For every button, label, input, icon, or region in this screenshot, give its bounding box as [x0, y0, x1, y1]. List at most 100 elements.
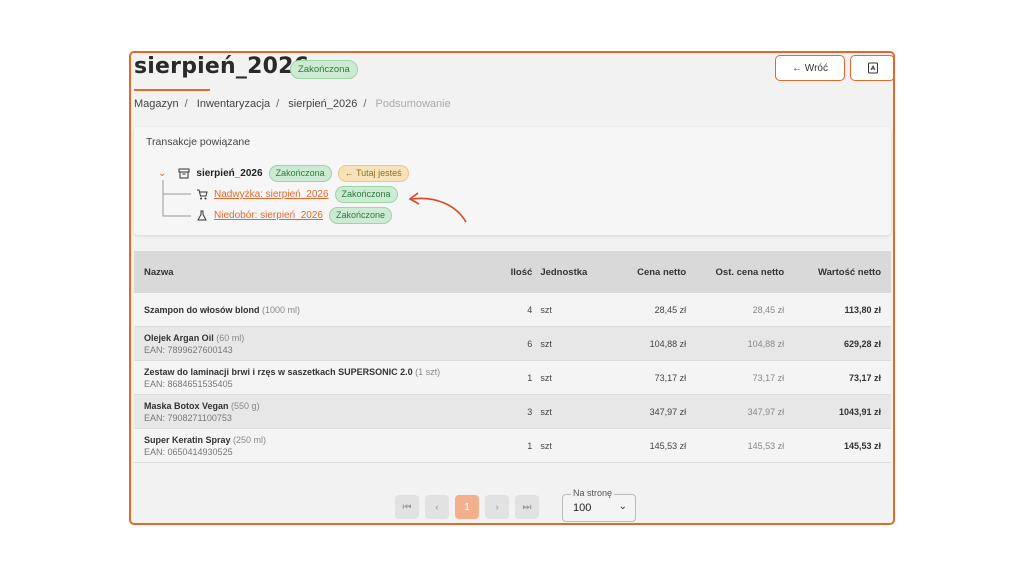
- cell-unit: szt: [534, 394, 608, 429]
- cell-qty: 4: [510, 293, 535, 327]
- cell-value: 73,17 zł: [794, 360, 891, 395]
- breadcrumb-item-period[interactable]: sierpień_2026: [288, 98, 358, 110]
- cell-qty: 1: [510, 428, 535, 463]
- product-name: Maska Botox Vegan: [144, 400, 229, 411]
- tree-child-row-surplus: Nadwyżka: sierpień_2026 Zakończona: [196, 186, 398, 203]
- tree-root-row: ⌄ sierpień_2026 Zakończona ← Tutaj jeste…: [158, 165, 409, 182]
- cell-last-price: 347,97 zł: [696, 394, 795, 429]
- breadcrumb-item-current: Podsumowanie: [375, 98, 451, 110]
- cell-qty: 1: [510, 360, 535, 395]
- surplus-transaction-link[interactable]: Nadwyżka: sierpień_2026: [214, 189, 329, 200]
- page-title: sierpień_2026: [134, 54, 310, 79]
- pdf-icon: [867, 62, 878, 74]
- cell-price: 73,17 zł: [607, 360, 697, 395]
- cell-name: Olejek Argan Oil (60 ml) EAN: 78996276001…: [134, 326, 511, 361]
- per-page-label: Na stronę: [571, 488, 615, 498]
- cell-unit: szt: [534, 293, 608, 327]
- archive-icon: [178, 168, 190, 179]
- table-row[interactable]: Zestaw do laminacji brwi i rzęs w saszet…: [134, 360, 891, 395]
- next-page-button[interactable]: ›: [485, 495, 509, 519]
- shortage-transaction-link[interactable]: Niedobór: sierpień_2026: [214, 210, 323, 221]
- tree-root-name: sierpień_2026: [196, 168, 263, 179]
- product-size: (1 szt): [415, 366, 441, 377]
- per-page-select[interactable]: Na stronę 100 ⌄: [562, 488, 636, 522]
- cell-qty: 3: [510, 394, 535, 429]
- col-header-value[interactable]: Wartość netto: [794, 251, 891, 293]
- cell-name: Szampon do włosów blond (1000 ml): [134, 293, 511, 327]
- product-size: (1000 ml): [262, 304, 301, 315]
- cell-last-price: 104,88 zł: [696, 326, 795, 361]
- cell-qty: 6: [510, 326, 535, 361]
- cell-last-price: 73,17 zł: [696, 360, 795, 395]
- product-name: Super Keratin Spray: [144, 434, 231, 445]
- tree-lines: [162, 180, 191, 217]
- tree-root-status-badge: Zakończona: [268, 165, 332, 182]
- cell-unit: szt: [534, 428, 608, 463]
- product-size: (550 g): [231, 400, 260, 411]
- surplus-status-badge: Zakończona: [334, 186, 398, 203]
- last-page-button[interactable]: ⏭: [515, 495, 539, 519]
- product-name: Szampon do włosów blond: [144, 304, 260, 315]
- cell-price: 104,88 zł: [607, 326, 697, 361]
- cell-last-price: 28,45 zł: [696, 293, 795, 327]
- first-page-button[interactable]: ⏮: [395, 495, 419, 519]
- table-row[interactable]: Szampon do włosów blond (1000 ml) 4 szt …: [134, 293, 891, 327]
- cell-unit: szt: [534, 360, 608, 395]
- cell-unit: szt: [534, 326, 608, 361]
- table-header-row: Nazwa Ilość Jednostka Cena netto Ost. ce…: [134, 251, 891, 293]
- flask-icon: [197, 210, 207, 221]
- per-page-value: 100: [573, 502, 592, 514]
- page-button-current[interactable]: 1: [455, 495, 479, 519]
- active-tab-indicator: [134, 89, 210, 91]
- col-header-price[interactable]: Cena netto: [607, 251, 697, 293]
- cell-value: 145,53 zł: [794, 428, 891, 463]
- product-ean: EAN: 0650414930525: [144, 446, 233, 457]
- cell-name: Super Keratin Spray (250 ml) EAN: 0650414…: [134, 428, 511, 463]
- shortage-status-badge: Zakończone: [328, 207, 392, 224]
- related-transactions-card: Transakcje powiązane ⌄ sierpień_2026 Zak…: [134, 127, 891, 235]
- tree-child-row-shortage: Niedobór: sierpień_2026 Zakończone: [196, 207, 392, 224]
- cell-name: Maska Botox Vegan (550 g) EAN: 7908271100…: [134, 394, 511, 429]
- table-row[interactable]: Super Keratin Spray (250 ml) EAN: 0650414…: [134, 428, 891, 463]
- chevron-down-icon[interactable]: ⌄: [158, 168, 167, 179]
- cell-last-price: 145,53 zł: [696, 428, 795, 463]
- chevron-down-icon: ⌄: [618, 501, 627, 512]
- you-are-here-label: Tutaj jesteś: [355, 168, 402, 178]
- cart-plus-icon: [197, 189, 208, 200]
- product-ean: EAN: 7908271100753: [144, 412, 232, 423]
- table-row[interactable]: Maska Botox Vegan (550 g) EAN: 7908271100…: [134, 394, 891, 429]
- related-transactions-title: Transakcje powiązane: [146, 136, 251, 148]
- curved-arrow-annotation: [408, 192, 467, 223]
- product-name: Zestaw do laminacji brwi i rzęs w saszet…: [144, 366, 413, 377]
- cell-price: 347,97 zł: [607, 394, 697, 429]
- cell-price: 28,45 zł: [607, 293, 697, 327]
- cell-price: 145,53 zł: [607, 428, 697, 463]
- cell-name: Zestaw do laminacji brwi i rzęs w saszet…: [134, 360, 511, 395]
- cell-value: 1043,91 zł: [794, 394, 891, 429]
- export-pdf-button[interactable]: [850, 55, 893, 81]
- status-badge: Zakończona: [290, 60, 358, 79]
- cell-value: 113,80 zł: [794, 293, 891, 327]
- app-frame: sierpień_2026 Zakończona ← Wróć Magazyn /…: [129, 51, 895, 525]
- product-size: (60 ml): [216, 332, 245, 343]
- breadcrumb-item-inwentaryzacja[interactable]: Inwentaryzacja: [196, 98, 271, 110]
- col-header-unit[interactable]: Jednostka: [534, 251, 608, 293]
- cell-value: 629,28 zł: [794, 326, 891, 361]
- product-ean: EAN: 8684651535405: [144, 378, 233, 389]
- col-header-last-price[interactable]: Ost. cena netto: [696, 251, 795, 293]
- inventory-table: Nazwa Ilość Jednostka Cena netto Ost. ce…: [134, 251, 891, 521]
- product-ean: EAN: 7899627600143: [144, 344, 233, 355]
- back-button[interactable]: ← Wróć: [775, 55, 845, 81]
- table-row[interactable]: Olejek Argan Oil (60 ml) EAN: 78996276001…: [134, 326, 891, 361]
- prev-page-button[interactable]: ‹: [425, 495, 449, 519]
- pagination: ⏮ ‹ 1 › ⏭: [395, 495, 539, 519]
- col-header-name[interactable]: Nazwa: [134, 251, 511, 293]
- breadcrumb-item-magazyn[interactable]: Magazyn: [134, 98, 179, 110]
- breadcrumb: Magazyn / Inwentaryzacja / sierpień_2026/ …: [134, 98, 451, 110]
- you-are-here-badge: ← Tutaj jesteś: [337, 165, 409, 182]
- product-name: Olejek Argan Oil: [144, 332, 214, 343]
- col-header-qty[interactable]: Ilość: [510, 251, 535, 293]
- product-size: (250 ml): [233, 434, 267, 445]
- page-header: sierpień_2026 Zakończona ← Wróć: [131, 53, 893, 91]
- arrow-left-icon: ←: [344, 168, 354, 178]
